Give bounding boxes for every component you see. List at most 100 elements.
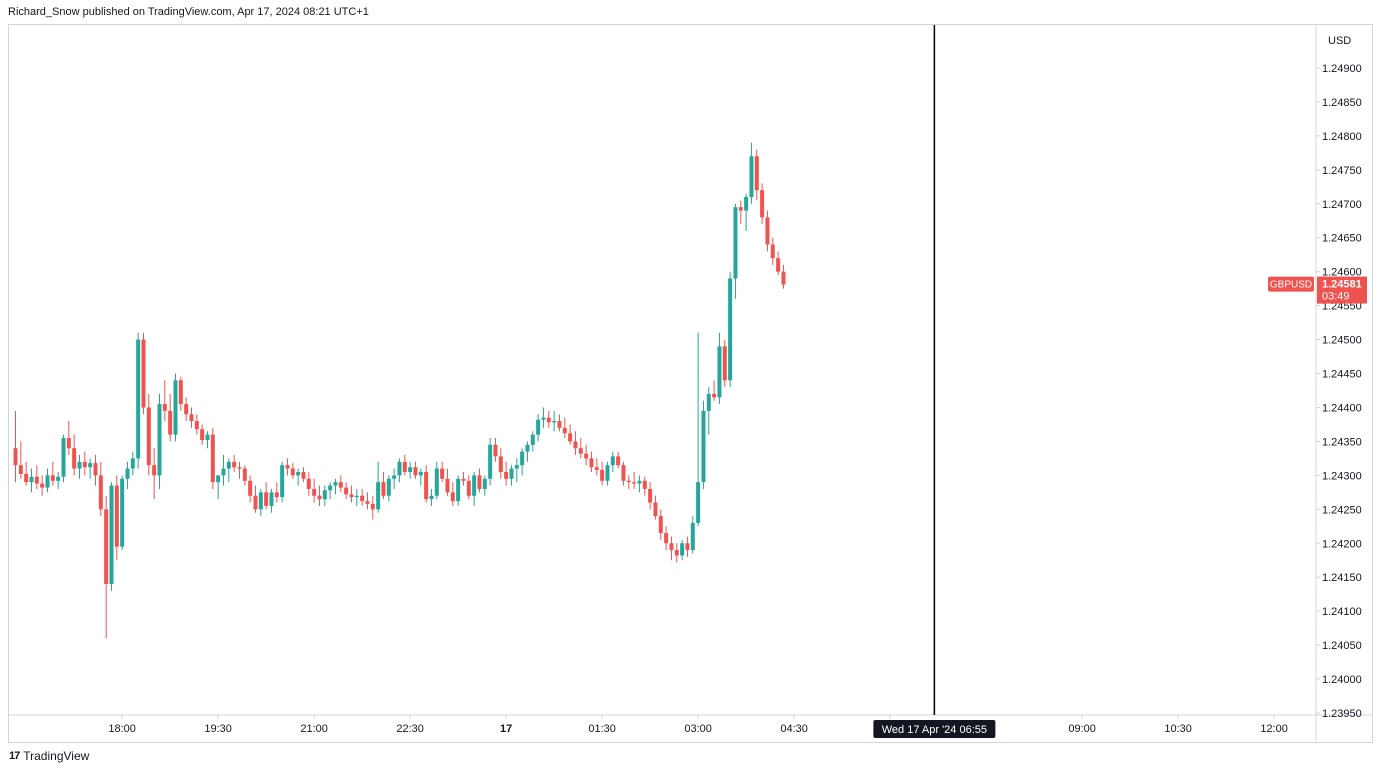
candle-body[interactable]	[157, 404, 162, 476]
candle-body[interactable]	[472, 475, 477, 496]
candle-body[interactable]	[562, 427, 567, 434]
candle-body[interactable]	[322, 490, 327, 500]
candle-body[interactable]	[40, 483, 45, 488]
candle-body[interactable]	[498, 456, 503, 472]
candle-body[interactable]	[578, 448, 583, 454]
candle-body[interactable]	[61, 438, 66, 477]
candle-body[interactable]	[610, 456, 615, 466]
candle-body[interactable]	[45, 475, 50, 488]
candle-body[interactable]	[168, 410, 173, 435]
candle-body[interactable]	[450, 492, 455, 502]
candle-body[interactable]	[50, 475, 55, 481]
candle-body[interactable]	[456, 478, 461, 502]
candle-body[interactable]	[530, 434, 535, 445]
candle-body[interactable]	[418, 471, 423, 476]
candle-body[interactable]	[328, 485, 333, 491]
candle-body[interactable]	[738, 207, 743, 211]
candle-body[interactable]	[152, 465, 157, 476]
candle-body[interactable]	[642, 480, 647, 489]
candle-body[interactable]	[93, 463, 98, 476]
candle-body[interactable]	[82, 461, 87, 468]
candle-body[interactable]	[573, 441, 578, 449]
candle-body[interactable]	[141, 339, 146, 408]
candle-body[interactable]	[701, 410, 706, 483]
candle-body[interactable]	[536, 419, 541, 435]
candle-body[interactable]	[413, 467, 418, 476]
candle-body[interactable]	[706, 393, 711, 411]
candle-body[interactable]	[621, 465, 626, 481]
candle-body[interactable]	[242, 468, 247, 481]
candle-body[interactable]	[482, 478, 487, 489]
candle-body[interactable]	[568, 433, 573, 442]
candle-body[interactable]	[226, 461, 231, 469]
candle-body[interactable]	[333, 482, 338, 486]
candle-body[interactable]	[514, 465, 519, 469]
candle-body[interactable]	[285, 465, 290, 469]
candle-body[interactable]	[280, 465, 285, 498]
candle-body[interactable]	[98, 475, 103, 510]
candle-body[interactable]	[66, 438, 71, 449]
candle-body[interactable]	[664, 533, 669, 544]
candle-body[interactable]	[690, 522, 695, 551]
candle-body[interactable]	[653, 502, 658, 517]
candle-body[interactable]	[749, 156, 754, 197]
candle-body[interactable]	[232, 461, 237, 468]
candle-body[interactable]	[189, 414, 194, 422]
candle-body[interactable]	[424, 471, 429, 500]
candle-body[interactable]	[349, 494, 354, 498]
candle-body[interactable]	[546, 417, 551, 423]
candle-body[interactable]	[493, 444, 498, 457]
candle-body[interactable]	[525, 444, 530, 452]
candle-body[interactable]	[77, 461, 82, 469]
candle-body[interactable]	[776, 258, 781, 272]
candle-body[interactable]	[658, 516, 663, 534]
candle-body[interactable]	[306, 478, 311, 489]
candle-body[interactable]	[509, 468, 514, 479]
candle-body[interactable]	[72, 448, 77, 469]
candle-body[interactable]	[216, 475, 221, 483]
candle-body[interactable]	[146, 407, 151, 466]
candle-body[interactable]	[258, 492, 263, 510]
candle-body[interactable]	[637, 480, 642, 484]
candlestick-chart[interactable]: 1.24900 1.24850 1.24800 1.24750 1.24700 1.246…	[0, 0, 1379, 745]
candle-body[interactable]	[466, 480, 471, 496]
candle-body[interactable]	[722, 346, 727, 381]
candle-body[interactable]	[680, 543, 685, 556]
candle-body[interactable]	[488, 444, 493, 479]
candle-body[interactable]	[29, 476, 34, 483]
candle-body[interactable]	[696, 482, 701, 523]
candle-body[interactable]	[626, 480, 631, 483]
candle-body[interactable]	[717, 346, 722, 398]
candle-body[interactable]	[178, 380, 183, 405]
candle-body[interactable]	[648, 488, 653, 503]
candle-body[interactable]	[605, 465, 610, 481]
candle-body[interactable]	[376, 482, 381, 510]
candle-body[interactable]	[210, 434, 215, 483]
candle-body[interactable]	[130, 458, 135, 469]
candle-body[interactable]	[408, 467, 413, 472]
candle-body[interactable]	[589, 458, 594, 468]
candle-body[interactable]	[520, 451, 525, 466]
candle-body[interactable]	[125, 468, 130, 479]
candle-body[interactable]	[114, 485, 119, 547]
candle-body[interactable]	[365, 501, 370, 504]
candle-body[interactable]	[354, 495, 359, 498]
candle-body[interactable]	[504, 471, 509, 479]
candle-body[interactable]	[445, 478, 450, 493]
candle-body[interactable]	[104, 509, 109, 584]
candle-body[interactable]	[136, 339, 141, 459]
candle-body[interactable]	[312, 488, 317, 496]
candle-body[interactable]	[386, 478, 391, 496]
candle-body[interactable]	[296, 471, 301, 476]
candle-body[interactable]	[744, 197, 749, 211]
candle-body[interactable]	[194, 421, 199, 430]
candle-body[interactable]	[120, 478, 125, 547]
candle-body[interactable]	[552, 421, 557, 423]
candle-body[interactable]	[392, 475, 397, 479]
candle-body[interactable]	[584, 453, 589, 459]
candle-body[interactable]	[541, 417, 546, 420]
candle-body[interactable]	[429, 495, 434, 500]
candle-body[interactable]	[616, 456, 621, 466]
candle-body[interactable]	[440, 468, 445, 479]
candle-body[interactable]	[274, 492, 279, 498]
